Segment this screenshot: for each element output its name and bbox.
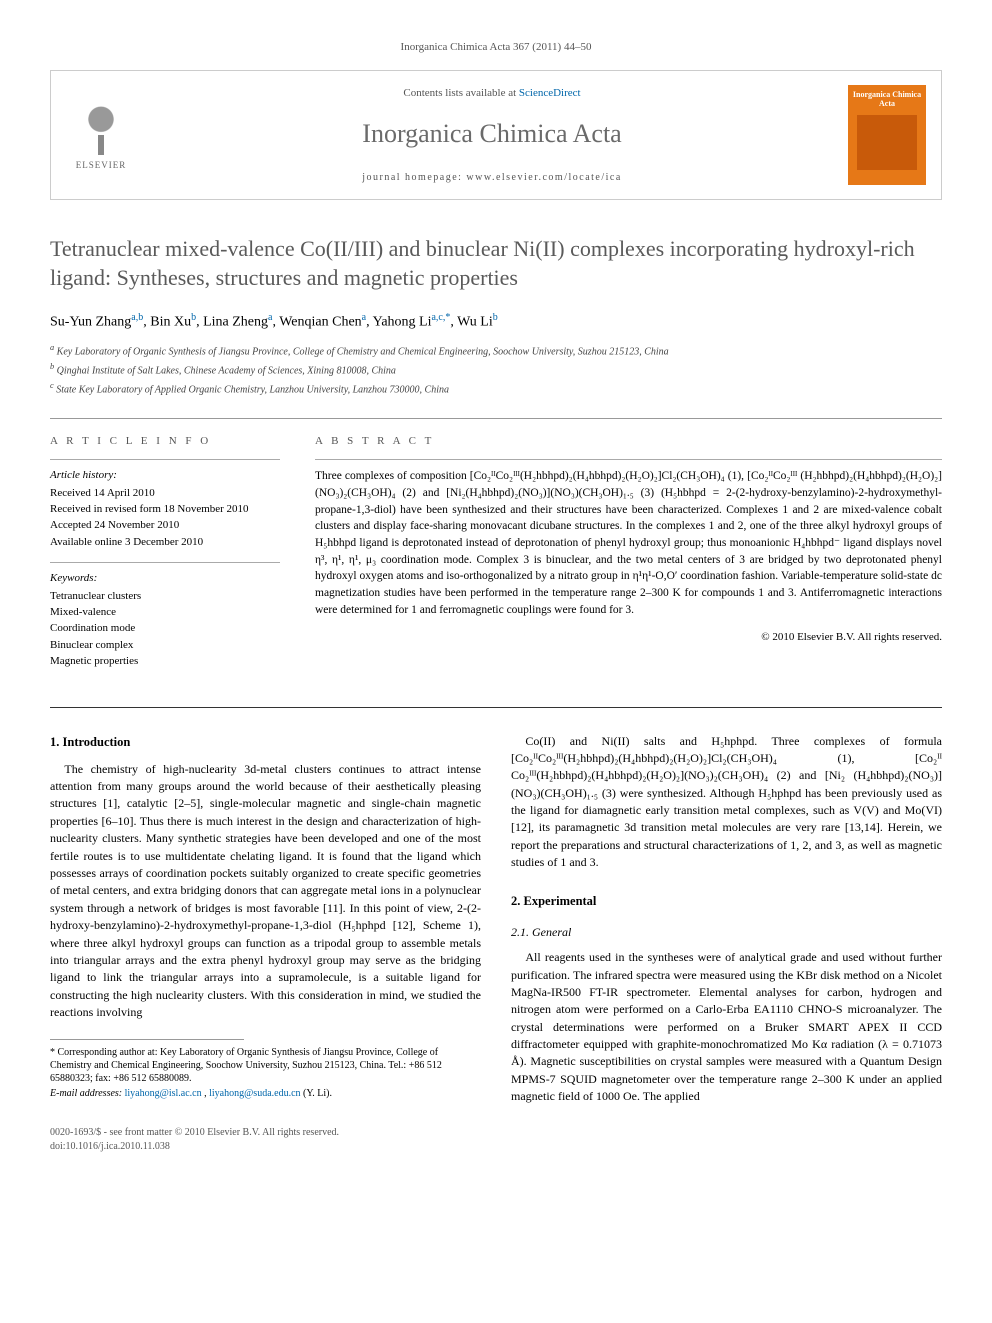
- email-link-2[interactable]: liyahong@suda.edu.cn: [209, 1088, 300, 1099]
- elsevier-label: ELSEVIER: [76, 159, 127, 172]
- article-title: Tetranuclear mixed-valence Co(II/III) an…: [50, 235, 942, 292]
- affiliations: a Key Laboratory of Organic Synthesis of…: [50, 342, 942, 398]
- right-column: Co(II) and Ni(II) salts and H₅hphpd. Thr…: [511, 733, 942, 1106]
- affiliation-line: c State Key Laboratory of Applied Organi…: [50, 380, 942, 397]
- history-label: Article history:: [50, 468, 280, 483]
- article-info-box: A R T I C L E I N F O Article history: R…: [50, 434, 280, 682]
- bottom-bar: 0020-1693/$ - see front matter © 2010 El…: [50, 1126, 942, 1154]
- experimental-heading: 2. Experimental: [511, 892, 942, 910]
- elsevier-logo[interactable]: ELSEVIER: [66, 90, 136, 180]
- info-abstract-row: A R T I C L E I N F O Article history: R…: [50, 434, 942, 682]
- divider: [50, 459, 280, 460]
- cover-image-placeholder: [857, 115, 917, 170]
- email-label: E-mail addresses:: [50, 1088, 125, 1099]
- affiliation-line: a Key Laboratory of Organic Synthesis of…: [50, 342, 942, 359]
- journal-header: ELSEVIER Contents lists available at Sci…: [50, 70, 942, 200]
- history-line: Received in revised form 18 November 201…: [50, 502, 280, 517]
- history-line: Available online 3 December 2010: [50, 535, 280, 550]
- body-columns: 1. Introduction The chemistry of high-nu…: [50, 733, 942, 1106]
- left-column: 1. Introduction The chemistry of high-nu…: [50, 733, 481, 1106]
- email-suffix: (Y. Li).: [303, 1088, 332, 1099]
- front-matter-text: 0020-1693/$ - see front matter © 2010 El…: [50, 1126, 339, 1140]
- history-line: Received 14 April 2010: [50, 486, 280, 501]
- corresponding-author-footnote: * Corresponding author at: Key Laborator…: [50, 1046, 481, 1100]
- sciencedirect-link[interactable]: ScienceDirect: [519, 87, 581, 99]
- cover-title: Inorganica Chimica Acta: [848, 91, 926, 109]
- journal-name: Inorganica Chimica Acta: [136, 116, 848, 152]
- abstract-box: A B S T R A C T Three complexes of compo…: [315, 434, 942, 682]
- email-link-1[interactable]: liyahong@isl.ac.cn: [125, 1088, 202, 1099]
- general-paragraph: All reagents used in the syntheses were …: [511, 949, 942, 1106]
- header-center: Contents lists available at ScienceDirec…: [136, 86, 848, 185]
- contents-available-line: Contents lists available at ScienceDirec…: [136, 86, 848, 101]
- keyword-line: Mixed-valence: [50, 605, 280, 620]
- intro-paragraph-1: The chemistry of high-nuclearity 3d-meta…: [50, 761, 481, 1022]
- intro-heading: 1. Introduction: [50, 733, 481, 751]
- divider: [50, 707, 942, 708]
- homepage-prefix: journal homepage:: [362, 172, 466, 183]
- homepage-url[interactable]: www.elsevier.com/locate/ica: [466, 172, 621, 183]
- email-line: E-mail addresses: liyahong@isl.ac.cn , l…: [50, 1087, 481, 1100]
- elsevier-tree-icon: [76, 100, 126, 155]
- abstract-text: Three complexes of composition [Co₂ᴵᴵCo₂…: [315, 468, 942, 618]
- corr-author-line: * Corresponding author at: Key Laborator…: [50, 1046, 481, 1085]
- general-subheading: 2.1. General: [511, 924, 942, 941]
- article-info-heading: A R T I C L E I N F O: [50, 434, 280, 449]
- keyword-line: Tetranuclear clusters: [50, 589, 280, 604]
- keywords-label: Keywords:: [50, 571, 280, 586]
- affiliation-line: b Qinghai Institute of Salt Lakes, Chine…: [50, 361, 942, 378]
- keyword-line: Magnetic properties: [50, 654, 280, 669]
- front-matter-line: 0020-1693/$ - see front matter © 2010 El…: [50, 1126, 339, 1154]
- keyword-line: Binuclear complex: [50, 638, 280, 653]
- keywords-block: Keywords: Tetranuclear clustersMixed-val…: [50, 571, 280, 669]
- authors-list: Su-Yun Zhanga,b, Bin Xub, Lina Zhenga, W…: [50, 311, 942, 332]
- journal-reference: Inorganica Chimica Acta 367 (2011) 44–50: [50, 40, 942, 55]
- journal-cover-thumbnail[interactable]: Inorganica Chimica Acta: [848, 85, 926, 185]
- article-history-block: Article history: Received 14 April 2010R…: [50, 468, 280, 550]
- journal-homepage-line: journal homepage: www.elsevier.com/locat…: [136, 171, 848, 185]
- keyword-line: Coordination mode: [50, 621, 280, 636]
- doi-line: doi:10.1016/j.ica.2010.11.038: [50, 1140, 339, 1154]
- footnote-separator: [50, 1039, 244, 1040]
- intro-paragraph-2: Co(II) and Ni(II) salts and H₅hphpd. Thr…: [511, 733, 942, 872]
- history-line: Accepted 24 November 2010: [50, 518, 280, 533]
- divider: [315, 459, 942, 460]
- abstract-copyright: © 2010 Elsevier B.V. All rights reserved…: [315, 630, 942, 645]
- abstract-heading: A B S T R A C T: [315, 434, 942, 449]
- contents-prefix: Contents lists available at: [403, 87, 518, 99]
- divider: [50, 418, 942, 419]
- divider: [50, 562, 280, 563]
